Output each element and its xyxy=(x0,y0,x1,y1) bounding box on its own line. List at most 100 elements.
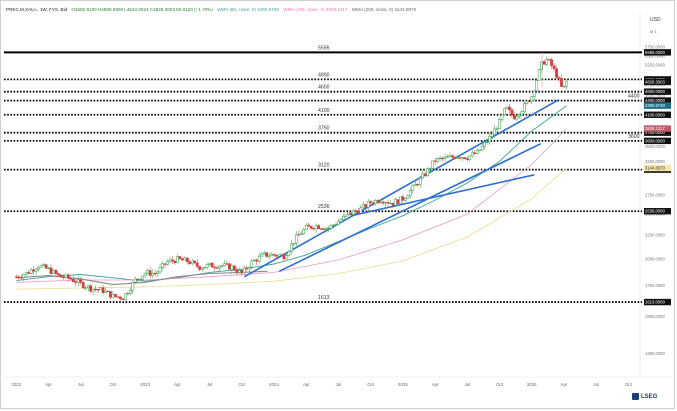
candle-body xyxy=(255,259,259,262)
y-tick-label: 2250.0000 xyxy=(645,233,665,238)
candle-body xyxy=(408,190,412,197)
candle-body xyxy=(272,253,276,256)
level-axis-tag-label: 4400.0000 xyxy=(645,98,665,103)
y-tick-label: 5750.0000 xyxy=(645,44,665,49)
level-axis-tag-label: 4100.0000 xyxy=(645,112,665,117)
x-tick-label: Jul xyxy=(593,382,599,387)
y-tick-label: 3500.0000 xyxy=(645,144,665,149)
candle-body xyxy=(518,114,521,117)
candle-body xyxy=(24,272,28,276)
candle-body xyxy=(74,281,78,284)
x-tick-label: Oct xyxy=(367,382,375,387)
candle-body xyxy=(213,266,216,269)
ma-line-gray_ma xyxy=(16,270,268,286)
candle-body xyxy=(438,157,442,160)
y-tick-label: 1250.0000 xyxy=(645,351,665,356)
candle-body xyxy=(356,210,360,214)
candle-body xyxy=(550,59,553,67)
candle-body xyxy=(317,225,320,229)
candle-body xyxy=(337,221,340,225)
candle-body xyxy=(49,267,53,274)
y-tick-label: 2000.0000 xyxy=(645,256,665,261)
candle-body xyxy=(307,224,311,227)
candle-body xyxy=(522,103,526,112)
candle-body xyxy=(324,228,328,230)
candle-body xyxy=(381,201,385,204)
candle-body xyxy=(391,202,395,206)
candle-body xyxy=(500,114,504,120)
candle-body xyxy=(344,214,348,217)
x-tick-label: Oct xyxy=(238,382,246,387)
level-axis-tag xyxy=(644,137,671,145)
candle-body xyxy=(252,259,256,262)
candle-body xyxy=(547,59,551,61)
candle-body xyxy=(441,157,444,160)
candle-body xyxy=(96,289,100,291)
candle-body xyxy=(290,243,293,252)
candle-body xyxy=(260,253,263,257)
candle-body xyxy=(461,157,464,159)
candle-body xyxy=(19,277,23,279)
candle-body xyxy=(431,160,434,169)
candle-body xyxy=(396,199,400,204)
candle-body xyxy=(297,234,301,236)
candle-body xyxy=(153,273,157,275)
candle-body xyxy=(84,287,88,289)
trendline xyxy=(278,142,542,273)
candle-body xyxy=(285,255,288,260)
candle-body xyxy=(121,298,125,300)
candle-body xyxy=(151,273,154,276)
candle-body xyxy=(465,158,469,160)
level-axis-tag-label: 2536.0000 xyxy=(645,209,665,214)
candle-body xyxy=(178,256,182,260)
price-tag xyxy=(644,102,671,109)
candle-body xyxy=(188,261,192,265)
x-tick-label: Jul xyxy=(207,382,213,387)
candle-body xyxy=(34,268,38,272)
candle-body xyxy=(394,199,397,206)
candle-body xyxy=(562,86,566,88)
candle-body xyxy=(99,287,102,291)
candle-body xyxy=(168,259,172,262)
level-axis-tag-label: 3750.0000 xyxy=(645,130,665,135)
candle-body xyxy=(351,210,355,215)
candle-body xyxy=(185,257,189,262)
candle-body xyxy=(52,270,55,274)
level-label: 4400 xyxy=(628,94,640,100)
candle-body xyxy=(69,277,73,280)
candle-body xyxy=(478,149,482,151)
candle-body xyxy=(386,202,390,204)
candle-body xyxy=(190,260,194,265)
candle-body xyxy=(495,128,499,130)
level-axis-tag xyxy=(644,97,671,104)
candle-body xyxy=(183,257,187,261)
level-label: 3120 xyxy=(318,163,330,169)
candle-body xyxy=(364,204,368,208)
ma-line-ma200 xyxy=(16,167,567,290)
candle-body xyxy=(503,108,506,116)
candle-body xyxy=(126,292,130,295)
candle-body xyxy=(488,136,491,143)
candle-body xyxy=(104,290,107,293)
candle-body xyxy=(542,61,546,65)
x-tick-label: 2022 xyxy=(11,382,21,387)
candle-body xyxy=(198,266,202,270)
level-label: 4100 xyxy=(318,108,330,114)
candle-body xyxy=(265,252,268,257)
candle-body xyxy=(200,267,204,270)
candle-body xyxy=(225,263,229,265)
price-tag xyxy=(644,164,671,172)
candle-body xyxy=(119,296,122,300)
candle-body xyxy=(91,288,95,292)
candle-body xyxy=(270,253,273,257)
candle-body xyxy=(228,263,231,270)
currency-sub-label: M 1 xyxy=(650,29,657,34)
candle-body xyxy=(282,254,286,260)
candle-body xyxy=(428,168,432,170)
level-axis-tag xyxy=(644,298,671,306)
candle-body xyxy=(453,156,457,159)
candle-body xyxy=(361,204,365,209)
candle-body xyxy=(347,212,350,216)
candle-body xyxy=(537,69,541,81)
